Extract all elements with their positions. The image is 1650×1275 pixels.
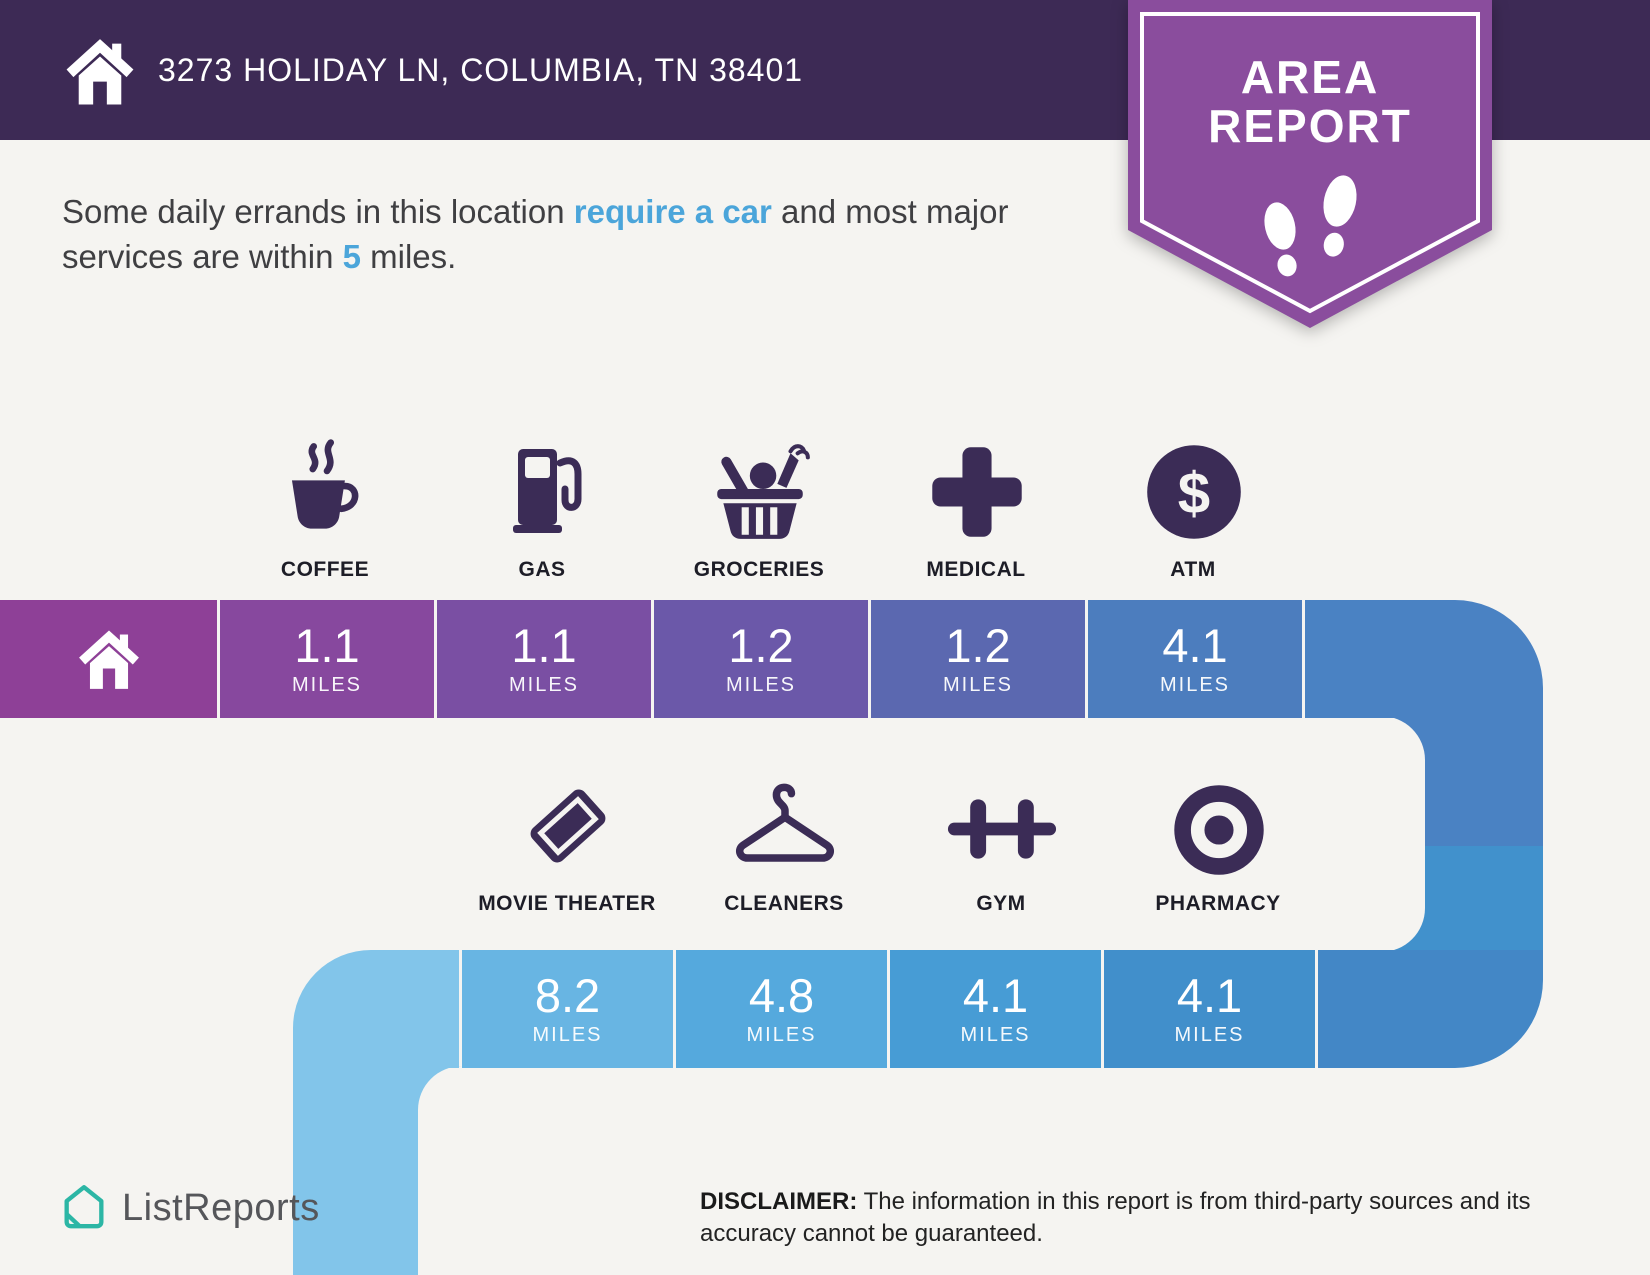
badge-title-line1: AREA <box>1241 51 1379 103</box>
atm-distance-unit: MILES <box>1159 673 1231 696</box>
movie-theater-distance-segment: 8.2 MILES <box>462 950 673 1068</box>
groceries-column <box>651 424 868 544</box>
property-address: 3273 HOLIDAY LN, COLUMBIA, TN 38401 <box>158 52 804 88</box>
svg-text:$: $ <box>1177 461 1209 526</box>
band-home-segment <box>0 600 217 718</box>
movie-theater-column <box>459 758 676 882</box>
home-icon <box>66 39 134 105</box>
pharmacy-distance-unit: MILES <box>1174 1023 1245 1046</box>
pharmacy-label: PHARMACY <box>1155 892 1281 915</box>
cleaners-distance-unit: MILES <box>746 1023 817 1046</box>
listreports-logo: ListReports <box>58 1182 320 1234</box>
row2-white-panel <box>340 716 1425 952</box>
atm-distance-segment: 4.1 MILES <box>1088 600 1302 718</box>
band-right-connector-bottom <box>1425 846 1543 952</box>
disclaimer-label: DISCLAIMER: <box>700 1188 858 1215</box>
badge-title-line2: REPORT <box>1208 100 1412 152</box>
coffee-distance-unit: MILES <box>291 673 363 696</box>
atm-dollar-icon: $ <box>1146 445 1241 539</box>
groceries-basket-icon <box>716 444 810 539</box>
movie-theater-distance-unit: MILES <box>532 1023 603 1046</box>
badge-shape <box>1128 0 1492 328</box>
intro-text: Some daily errands in this location requ… <box>62 190 1092 279</box>
gym-distance-unit: MILES <box>960 1023 1031 1046</box>
dumbbell-icon <box>947 799 1056 859</box>
gym-column <box>893 758 1110 882</box>
intro-part1: Some daily errands in this location <box>62 193 574 230</box>
intro-highlight-miles: 5 <box>342 237 361 275</box>
home-icon <box>78 630 139 689</box>
pharmacy-distance-segment: 4.1 MILES <box>1104 950 1315 1068</box>
band2-tail-segment <box>1318 950 1543 1068</box>
intro-part3: miles. <box>360 237 457 275</box>
hanger-icon <box>735 783 834 862</box>
disclaimer: DISCLAIMER: The information in this repo… <box>700 1186 1550 1249</box>
pharmacy-column <box>1110 758 1327 882</box>
pharmacy-distance-value: 4.1 <box>1176 969 1243 1023</box>
coffee-icon <box>291 439 358 529</box>
medical-distance-value: 1.2 <box>945 619 1011 673</box>
coffee-distance-segment: 1.1 MILES <box>220 600 434 718</box>
medical-column <box>868 424 1085 544</box>
band-right-connector-top <box>1425 716 1543 848</box>
groceries-label: GROCERIES <box>693 558 825 581</box>
badge-inner-outline <box>1140 12 1480 314</box>
coffee-distance-value: 1.1 <box>294 619 360 673</box>
movie-theater-distance-value: 8.2 <box>534 969 601 1023</box>
atm-distance-value: 4.1 <box>1162 619 1228 673</box>
cleaners-label: CLEANERS <box>724 892 844 915</box>
medical-cross-icon <box>931 447 1022 537</box>
footprints-icon <box>1264 175 1357 277</box>
band2-end-cap <box>293 950 459 1068</box>
gas-column <box>434 424 651 544</box>
medical-distance-unit: MILES <box>942 673 1014 696</box>
distance-band-row1: 1.1 MILES 1.1 MILES 1.2 MILES 1.2 MILES … <box>0 600 1650 718</box>
groceries-distance-segment: 1.2 MILES <box>654 600 868 718</box>
band-left-exit-strip <box>293 1066 418 1275</box>
atm-column: $ <box>1085 424 1302 544</box>
movie-theater-label: MOVIE THEATER <box>478 892 656 915</box>
groceries-distance-value: 1.2 <box>728 619 794 673</box>
pharmacy-target-icon <box>1173 785 1264 875</box>
gym-distance-segment: 4.1 MILES <box>890 950 1101 1068</box>
groceries-distance-unit: MILES <box>725 673 797 696</box>
gym-label: GYM <box>976 892 1026 915</box>
intro-highlight-car: require a car <box>573 193 772 230</box>
gas-distance-unit: MILES <box>508 673 580 696</box>
cleaners-column <box>676 758 893 882</box>
movie-ticket-icon <box>530 789 605 863</box>
listreports-logo-icon <box>64 1185 104 1229</box>
medical-label: MEDICAL <box>926 558 1026 581</box>
gas-distance-value: 1.1 <box>511 619 577 673</box>
coffee-label: COFFEE <box>280 558 370 581</box>
footer-white-panel <box>418 1066 1650 1275</box>
area-report-badge: AREA REPORT <box>1128 0 1492 328</box>
listreports-logo-text: ListReports <box>122 1186 320 1229</box>
cleaners-distance-value: 4.8 <box>748 969 815 1023</box>
atm-label: ATM <box>1170 558 1216 581</box>
gas-label: GAS <box>518 558 566 581</box>
cleaners-distance-segment: 4.8 MILES <box>676 950 887 1068</box>
intro-part2: and most major services are within <box>62 193 1009 275</box>
medical-distance-segment: 1.2 MILES <box>871 600 1085 718</box>
gas-distance-segment: 1.1 MILES <box>437 600 651 718</box>
gas-pump-icon <box>512 449 581 533</box>
disclaimer-text: The information in this report is from t… <box>700 1188 1531 1247</box>
coffee-column <box>217 424 434 544</box>
gym-distance-value: 4.1 <box>962 969 1029 1023</box>
distance-band-row2: 8.2 MILES 4.8 MILES 4.1 MILES 4.1 MILES <box>0 950 1650 1068</box>
band1-tail-segment <box>1305 600 1543 718</box>
